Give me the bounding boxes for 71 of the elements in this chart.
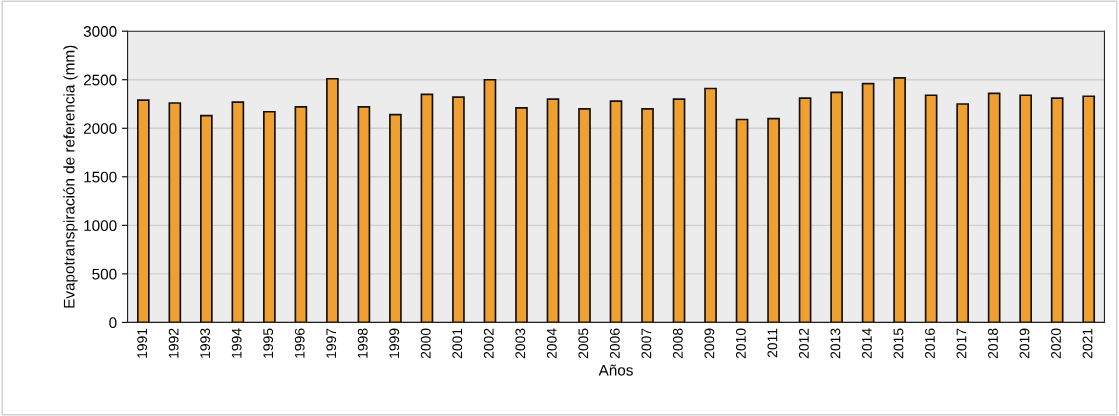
- x-tick-label: 2001: [452, 328, 463, 359]
- x-tick-label: 2013: [830, 328, 841, 359]
- bar: [168, 102, 182, 323]
- bar: [609, 100, 623, 323]
- x-tick-label: 2016: [925, 328, 935, 359]
- x-tick-label: 2000: [420, 328, 431, 359]
- x-tick-label: 1995: [263, 328, 274, 358]
- x-tick-label: 2015: [893, 328, 904, 359]
- x-axis-title: Años: [598, 364, 633, 376]
- bar: [1082, 95, 1096, 323]
- x-tick-label: 2020: [1051, 328, 1061, 359]
- x-tick-label: 2004: [546, 328, 557, 359]
- x-tick-label: 2017: [956, 328, 967, 359]
- bar: [956, 103, 969, 323]
- bar: [1050, 97, 1064, 323]
- bar: [389, 113, 402, 323]
- x-tick-label: 2003: [515, 328, 526, 359]
- x-tick-label: 1999: [389, 328, 400, 358]
- x-tick-label: 2006: [609, 328, 620, 359]
- bar: [893, 76, 906, 323]
- bar: [861, 82, 875, 323]
- x-tick-label: 2009: [704, 328, 715, 359]
- y-tick-label: 1500: [84, 171, 117, 183]
- bar: [672, 98, 686, 323]
- bar: [136, 99, 150, 323]
- x-tick-label: 1991: [137, 328, 148, 358]
- x-tick-label: 1996: [294, 328, 305, 358]
- x-tick-label: 2012: [798, 328, 809, 359]
- x-tick-label: 1997: [326, 328, 337, 358]
- bar: [767, 117, 780, 323]
- bar: [199, 114, 213, 323]
- y-tick-label: 2500: [83, 74, 117, 86]
- bar: [231, 101, 245, 323]
- bar: [326, 77, 339, 323]
- y-tick-label: 0: [109, 317, 117, 329]
- bar: [578, 108, 591, 323]
- x-tick-label: 2007: [641, 328, 652, 359]
- x-tick-label: 2005: [578, 328, 589, 359]
- bar: [294, 106, 308, 323]
- bar: [546, 98, 560, 323]
- bar: [735, 118, 749, 323]
- bar: [704, 87, 717, 323]
- x-tick-label: 1993: [200, 328, 211, 358]
- y-tick-label: 2000: [83, 123, 117, 134]
- bar: [987, 92, 1001, 323]
- x-tick-label: 1994: [231, 328, 242, 358]
- x-tick-label: 2011: [767, 328, 778, 358]
- y-tick-label: 3000: [83, 26, 117, 37]
- bar: [420, 93, 434, 323]
- x-tick-label: 2008: [672, 328, 683, 359]
- bar: [483, 78, 497, 323]
- x-tick-label: 2019: [1019, 328, 1030, 359]
- bar: [452, 96, 465, 323]
- x-tick-label: 2010: [735, 328, 746, 359]
- bar: [798, 97, 812, 323]
- bar: [924, 94, 938, 323]
- bar: [515, 107, 528, 323]
- x-tick-label: 1992: [168, 328, 179, 358]
- bar: [357, 106, 371, 323]
- bar: [641, 108, 654, 323]
- x-tick-label: 2014: [862, 328, 872, 359]
- x-tick-label: 2021: [1082, 328, 1093, 359]
- x-tick-label: 2018: [988, 328, 998, 359]
- bar: [263, 110, 276, 323]
- bar: [830, 91, 843, 323]
- y-tick-label: 500: [92, 268, 117, 280]
- x-tick-label: 1998: [357, 328, 368, 358]
- bar: [1019, 94, 1033, 323]
- x-tick-label: 2002: [483, 328, 494, 359]
- y-axis-title: Evapotranspiración de referencia (mm): [63, 45, 78, 308]
- y-tick-label: 1000: [84, 220, 117, 232]
